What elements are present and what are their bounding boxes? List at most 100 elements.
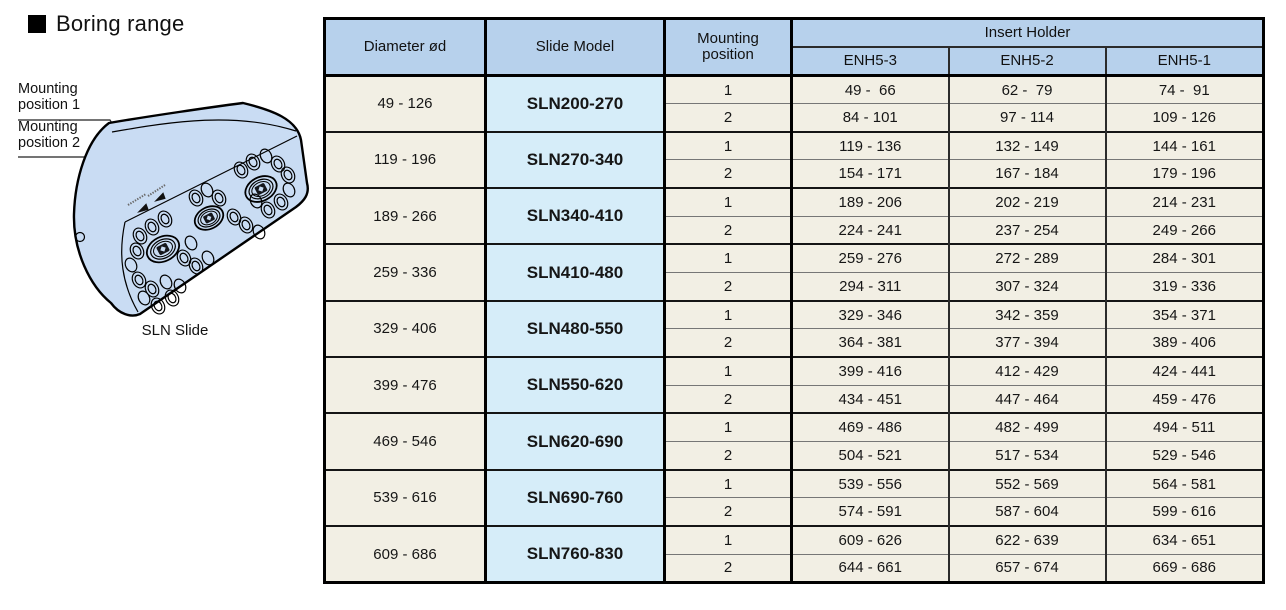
table-row: 329 - 406 SLN480-550 1 329 - 346 342 - 3… <box>324 299 1264 358</box>
range-enh5-2: 412 - 429 <box>947 356 1106 386</box>
mounting-position-value: 1 <box>664 130 793 161</box>
slide-model: SLN480-550 <box>485 299 666 358</box>
range-enh5-2: 272 - 289 <box>947 243 1106 274</box>
range-enh5-1: 669 - 686 <box>1104 553 1264 584</box>
mounting-position-value: 1 <box>664 468 793 499</box>
range-enh5-2: 167 - 184 <box>947 159 1106 189</box>
range-enh5-3: 189 - 206 <box>791 187 949 217</box>
range-enh5-2: 622 - 639 <box>947 524 1106 555</box>
mounting-position-markers <box>127 184 166 213</box>
range-enh5-1: 179 - 196 <box>1104 159 1264 189</box>
range-enh5-1: 284 - 301 <box>1104 243 1264 274</box>
range-enh5-2: 657 - 674 <box>947 553 1106 584</box>
table-row: 2 504 - 521 517 - 534 529 - 546 <box>325 441 1264 471</box>
range-enh5-1: 494 - 511 <box>1104 412 1264 443</box>
mounting-position-value: 1 <box>664 243 793 274</box>
section-marker-square-icon <box>28 15 46 33</box>
diameter-range: 539 - 616 <box>324 468 487 527</box>
slide-model: SLN340-410 <box>485 187 666 245</box>
mounting-position-value: 2 <box>664 272 793 302</box>
range-enh5-3: 644 - 661 <box>791 553 949 584</box>
range-enh5-3: 119 - 136 <box>791 130 949 161</box>
range-enh5-3: 84 - 101 <box>791 103 949 133</box>
range-enh5-1: 599 - 616 <box>1104 497 1264 527</box>
range-enh5-2: 132 - 149 <box>947 130 1106 161</box>
header-enh5-3: ENH5-3 <box>791 46 949 77</box>
range-enh5-3: 259 - 276 <box>791 243 949 274</box>
table-row: 539 - 616 SLN690-760 1 539 - 556 552 - 5… <box>324 468 1264 527</box>
range-enh5-2: 97 - 114 <box>947 103 1106 133</box>
mounting-position-value: 1 <box>664 299 793 330</box>
header-enh5-2: ENH5-2 <box>947 46 1106 77</box>
table-row: 2 644 - 661 657 - 674 669 - 686 <box>325 553 1264 584</box>
header-slide-model: Slide Model <box>485 18 666 77</box>
slide-model: SLN760-830 <box>485 525 666 583</box>
slide-model: SLN200-270 <box>485 74 666 133</box>
mounting-position-value: 2 <box>664 159 793 189</box>
header-mounting-position: Mounting position <box>664 18 793 77</box>
table-row: 469 - 546 SLN620-690 1 469 - 486 482 - 4… <box>324 412 1264 471</box>
diameter-range: 49 - 126 <box>324 74 487 133</box>
range-enh5-2: 342 - 359 <box>947 299 1106 330</box>
range-enh5-1: 529 - 546 <box>1104 441 1264 471</box>
diameter-range: 259 - 336 <box>324 243 487 302</box>
table-row: 2 84 - 101 97 - 114 109 - 126 <box>325 103 1264 133</box>
range-enh5-1: 109 - 126 <box>1104 103 1264 133</box>
mounting-position-value: 2 <box>664 553 793 584</box>
header-insert-holder: Insert Holder <box>791 18 1264 48</box>
table-row: 2 434 - 451 447 - 464 459 - 476 <box>325 384 1264 414</box>
mounting-position-value: 2 <box>664 384 793 414</box>
range-enh5-2: 62 - 79 <box>947 74 1106 105</box>
range-enh5-3: 294 - 311 <box>791 272 949 302</box>
range-enh5-1: 214 - 231 <box>1104 187 1264 217</box>
range-enh5-1: 389 - 406 <box>1104 328 1264 358</box>
range-enh5-1: 459 - 476 <box>1104 384 1264 414</box>
range-enh5-3: 224 - 241 <box>791 215 949 245</box>
range-enh5-2: 552 - 569 <box>947 468 1106 499</box>
boring-range-table: Diameter ød Slide Model Mounting positio… <box>323 17 1265 584</box>
range-enh5-3: 434 - 451 <box>791 384 949 414</box>
table-row: 2 574 - 591 587 - 604 599 - 616 <box>325 497 1264 527</box>
range-enh5-1: 74 - 91 <box>1104 74 1264 105</box>
mounting-position-value: 2 <box>664 441 793 471</box>
range-enh5-2: 202 - 219 <box>947 187 1106 217</box>
table-row: 2 364 - 381 377 - 394 389 - 406 <box>325 328 1264 358</box>
range-enh5-1: 249 - 266 <box>1104 215 1264 245</box>
end-face-hole <box>74 231 86 243</box>
range-enh5-1: 144 - 161 <box>1104 130 1264 161</box>
slide-model: SLN270-340 <box>485 130 666 189</box>
mounting-position-value: 1 <box>664 524 793 555</box>
header-enh5-1: ENH5-1 <box>1104 46 1264 77</box>
range-enh5-1: 564 - 581 <box>1104 468 1264 499</box>
range-enh5-2: 237 - 254 <box>947 215 1106 245</box>
range-enh5-1: 319 - 336 <box>1104 272 1264 302</box>
slide-model: SLN690-760 <box>485 468 666 527</box>
range-enh5-3: 469 - 486 <box>791 412 949 443</box>
slide-model: SLN410-480 <box>485 243 666 302</box>
mounting-position-value: 1 <box>664 187 793 217</box>
range-enh5-3: 154 - 171 <box>791 159 949 189</box>
diameter-range: 469 - 546 <box>324 412 487 471</box>
table-row: 189 - 266 SLN340-410 1 189 - 206 202 - 2… <box>324 187 1264 245</box>
mounting-position-value: 1 <box>664 356 793 386</box>
mounting-position-value: 2 <box>664 497 793 527</box>
range-enh5-2: 377 - 394 <box>947 328 1106 358</box>
range-enh5-3: 504 - 521 <box>791 441 949 471</box>
range-enh5-3: 329 - 346 <box>791 299 949 330</box>
insert-pockets <box>145 175 278 264</box>
range-enh5-3: 609 - 626 <box>791 524 949 555</box>
slide-holes <box>124 148 296 315</box>
mounting-arrow-2 <box>137 203 149 213</box>
section-title: Boring range <box>28 11 184 37</box>
range-enh5-1: 424 - 441 <box>1104 356 1264 386</box>
mounting-position-value: 1 <box>664 74 793 105</box>
range-enh5-3: 574 - 591 <box>791 497 949 527</box>
range-enh5-3: 539 - 556 <box>791 468 949 499</box>
range-enh5-3: 49 - 66 <box>791 74 949 105</box>
table-row: 609 - 686 SLN760-830 1 609 - 626 622 - 6… <box>324 524 1264 583</box>
table-row: 399 - 476 SLN550-620 1 399 - 416 412 - 4… <box>324 356 1264 414</box>
mounting-position-value: 2 <box>664 328 793 358</box>
range-enh5-2: 482 - 499 <box>947 412 1106 443</box>
sln-slide-illustration <box>18 101 309 317</box>
table-row: 2 294 - 311 307 - 324 319 - 336 <box>325 272 1264 302</box>
